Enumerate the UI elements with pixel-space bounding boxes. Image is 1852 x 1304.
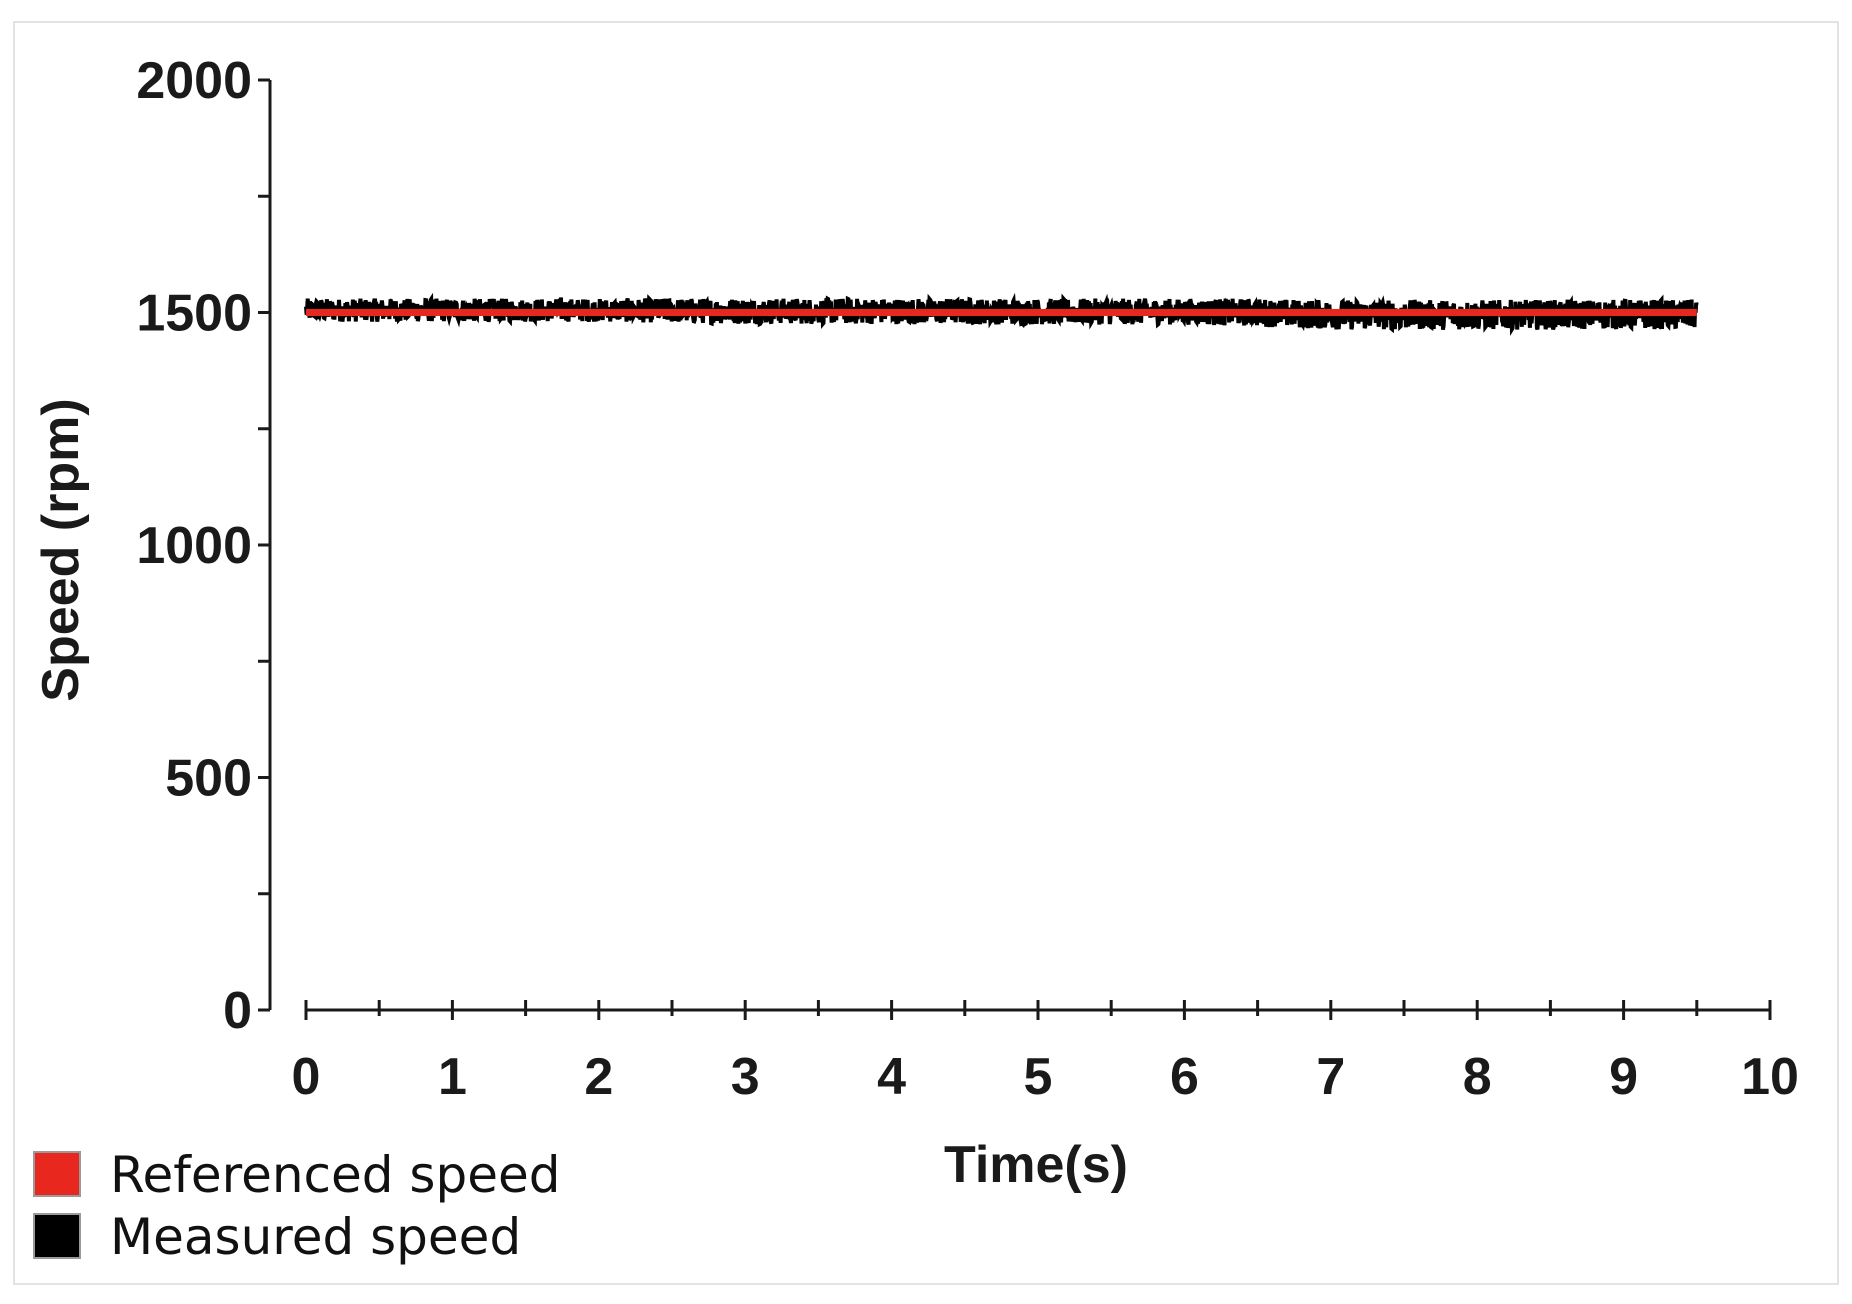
x-tick-label-6: 6 xyxy=(1170,1048,1199,1106)
legend-label-referenced-speed: Referenced speed xyxy=(110,1146,560,1204)
y-tick-label-1500: 1500 xyxy=(136,285,252,343)
plot-series xyxy=(304,292,1699,337)
legend-label-measured-speed: Measured speed xyxy=(110,1208,521,1266)
x-tick-label-8: 8 xyxy=(1463,1048,1492,1106)
y-tick-label-0: 0 xyxy=(223,982,252,1040)
y-axis-ticks: 0 500 1000 1500 2000 xyxy=(136,52,270,1040)
y-tick-label-2000: 2000 xyxy=(136,52,252,110)
y-tick-label-500: 500 xyxy=(165,750,252,808)
x-tick-label-4: 4 xyxy=(877,1048,906,1106)
x-axis-title: Time(s) xyxy=(944,1136,1128,1194)
x-tick-label-3: 3 xyxy=(731,1048,760,1106)
legend: Referenced speed Measured speed xyxy=(33,1146,560,1266)
x-tick-label-7: 7 xyxy=(1316,1048,1345,1106)
x-tick-label-2: 2 xyxy=(584,1048,613,1106)
legend-swatch-referenced-speed xyxy=(33,1151,81,1197)
legend-swatch-measured-speed xyxy=(33,1213,81,1259)
x-tick-label-1: 1 xyxy=(438,1048,467,1106)
y-axis-title: Speed (rpm) xyxy=(32,398,90,701)
y-tick-label-1000: 1000 xyxy=(136,517,252,575)
chart-frame xyxy=(13,21,1839,1285)
legend-item-measured-speed: Measured speed xyxy=(33,1208,521,1266)
x-tick-label-0: 0 xyxy=(292,1048,321,1106)
legend-item-referenced-speed: Referenced speed xyxy=(33,1146,560,1204)
x-tick-label-10: 10 xyxy=(1741,1048,1799,1106)
x-tick-label-5: 5 xyxy=(1024,1048,1053,1106)
x-axis-ticks: 0 1 2 3 4 5 6 7 8 9 10 xyxy=(292,1000,1799,1106)
x-tick-label-9: 9 xyxy=(1609,1048,1638,1106)
